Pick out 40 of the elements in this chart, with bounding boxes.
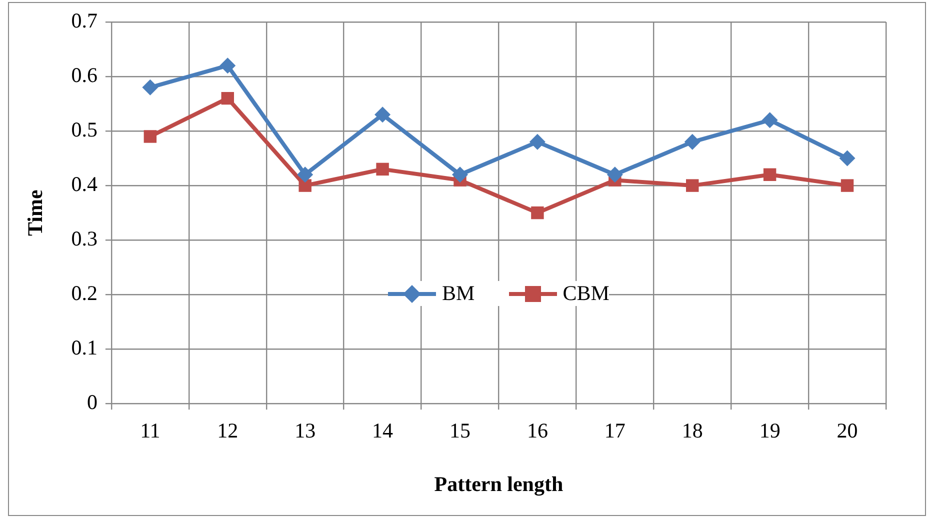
y-tick-label: 0.3: [71, 226, 98, 251]
point: [298, 179, 312, 192]
point: [376, 162, 389, 176]
point: [531, 206, 544, 220]
point: [144, 130, 157, 143]
point: [762, 112, 778, 128]
point: [297, 166, 314, 183]
point: [142, 79, 158, 96]
y-tick-label: 0.5: [71, 118, 98, 142]
legend-label: BM: [442, 281, 475, 306]
point: [686, 179, 699, 192]
x-tick-label: 16: [526, 418, 548, 443]
y-axis-title: Time: [23, 190, 48, 236]
x-tick-label: 14: [372, 418, 394, 443]
x-tick-label: 17: [604, 418, 626, 443]
point: [374, 106, 391, 123]
y-tick-label: 0.6: [71, 63, 98, 88]
point: [684, 134, 700, 150]
x-tick-label: 11: [140, 418, 160, 443]
x-tick-label: 15: [449, 418, 470, 443]
y-tick-label: 0.4: [71, 172, 98, 196]
point: [606, 166, 623, 183]
x-tick-label: 19: [759, 418, 780, 443]
point: [221, 92, 234, 105]
point: [839, 150, 856, 166]
y-tick-label: 0.2: [71, 281, 98, 306]
point: [529, 134, 546, 150]
x-tick-label: 18: [682, 418, 703, 443]
x-axis-title: Pattern length: [434, 472, 564, 496]
point: [840, 179, 854, 192]
y-tick-label: 0.1: [71, 336, 98, 360]
point: [220, 58, 236, 74]
legend-label: CBM: [562, 281, 610, 306]
y-tick-label: 0: [86, 390, 98, 414]
y-tick-label: 0.7: [71, 8, 98, 33]
x-tick-label: 20: [836, 418, 858, 443]
point: [763, 168, 776, 182]
point: [452, 166, 468, 183]
x-tick-label: 13: [294, 418, 316, 443]
x-tick-label: 12: [217, 418, 238, 443]
